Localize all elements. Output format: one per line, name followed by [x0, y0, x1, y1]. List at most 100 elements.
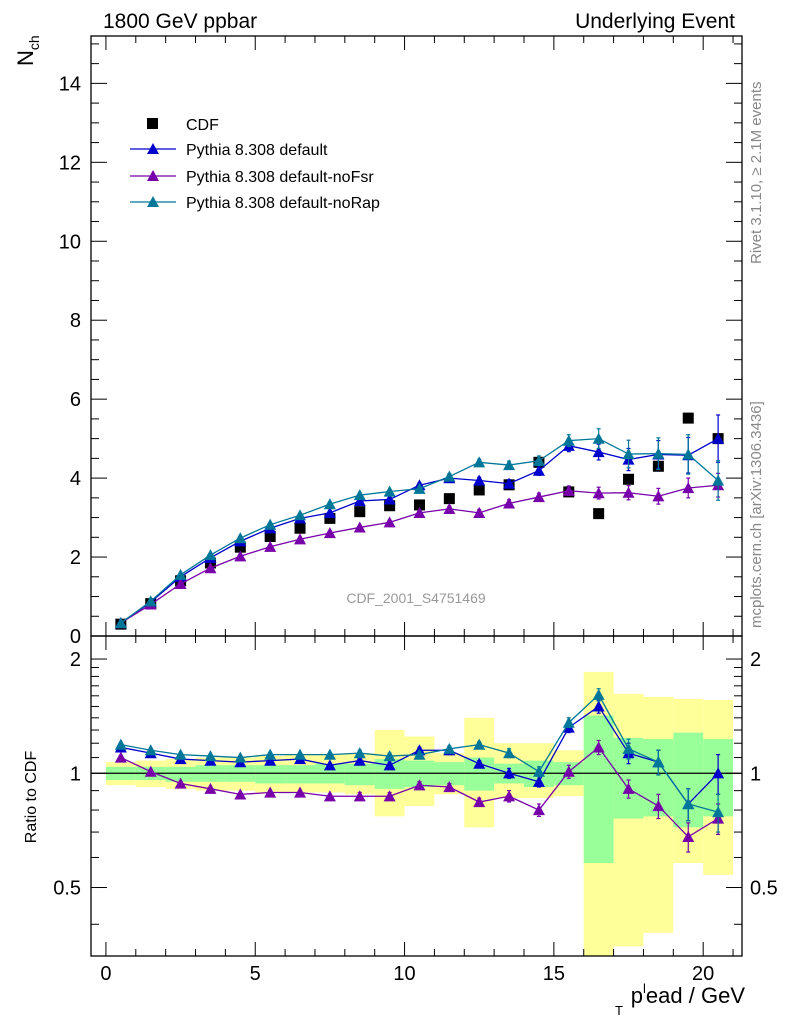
point-nofsr [652, 490, 665, 502]
point-norap [413, 748, 426, 760]
y-axis-label-main-symbol: N [13, 50, 38, 66]
point-nofsr [562, 765, 575, 777]
y-tick-label-main: 0 [70, 626, 81, 648]
point-nofsr [323, 526, 336, 539]
point-norap [234, 532, 247, 544]
point-default [473, 757, 486, 769]
point-default [532, 775, 545, 787]
y-tick-label-main: 8 [70, 310, 81, 332]
point-nofsr [413, 506, 426, 518]
x-axis-label: plead / GeV [631, 981, 746, 1008]
point-default [592, 700, 605, 712]
legend-label-norap: Pythia 8.308 default-noRap [186, 195, 380, 212]
y-tick-label-main: 4 [70, 468, 81, 490]
x-axis-label-p: p [631, 983, 643, 1008]
y-tick-label-ratio-left: 2 [70, 649, 81, 671]
legend-label-default: Pythia 8.308 default [186, 142, 328, 159]
point-cdf [623, 473, 635, 485]
legend-label-cdf: CDF [186, 117, 219, 134]
point-default [323, 759, 336, 771]
point-norap [682, 797, 695, 810]
y-tick-label-ratio-right: 0.5 [750, 878, 778, 900]
band-inner [285, 765, 315, 784]
x-tick-label: 5 [250, 963, 261, 985]
point-nofsr [353, 790, 366, 802]
y-tick-label-main: 10 [59, 231, 81, 253]
point-norap [234, 751, 247, 763]
point-norap [712, 806, 725, 818]
point-norap [383, 750, 396, 762]
x-tick-label: 0 [100, 963, 111, 985]
point-nofsr [264, 540, 277, 552]
ratio-panel: 0 5 10 15 20 0.5 0.5 1 1 2 2 [53, 622, 778, 985]
point-norap [174, 748, 187, 760]
legend-marker-cdf [147, 118, 158, 129]
point-norap [473, 738, 486, 750]
y-axis-label-main: Nch [13, 35, 42, 66]
point-nofsr [264, 786, 277, 798]
main-panel: 0 2 4 6 8 10 12 14 [59, 35, 743, 648]
point-norap [503, 459, 516, 471]
side-text-mcplots: mcplots.cern.ch [arXiv:1306.3436] [748, 401, 765, 628]
point-cdf [294, 522, 306, 534]
x-axis-label-rest: ead / GeV [646, 983, 745, 1008]
point-nofsr [622, 782, 635, 794]
point-cdf [443, 493, 455, 505]
legend-marker-norap [147, 196, 159, 207]
point-nofsr [204, 562, 217, 574]
point-cdf [234, 541, 246, 553]
side-text-rivet: Rivet 3.1.10, ≥ 2.1M events [748, 82, 765, 265]
point-norap [592, 432, 605, 444]
point-norap [562, 434, 575, 446]
point-nofsr [443, 502, 456, 514]
point-nofsr [294, 786, 307, 798]
legend-entry-nofsr: Pythia 8.308 default-noFsr [130, 169, 374, 186]
point-nofsr [503, 497, 516, 509]
x-axis-label-subscript: T [615, 1003, 623, 1018]
band-inner [255, 765, 286, 784]
point-nofsr [383, 790, 396, 802]
y-tick-label-ratio-right: 2 [750, 649, 761, 671]
point-norap [144, 744, 157, 756]
ratio-plot-area [91, 671, 742, 956]
point-norap [652, 447, 665, 459]
band-inner [583, 715, 614, 864]
point-cdf [324, 512, 336, 524]
point-nofsr [503, 790, 516, 802]
point-default [383, 759, 396, 771]
legend-entry-default: Pythia 8.308 default [130, 142, 328, 159]
point-norap [532, 765, 545, 777]
point-nofsr [144, 765, 157, 777]
point-norap [114, 616, 127, 629]
y-tick-label-main: 6 [70, 389, 81, 411]
point-default [592, 446, 605, 458]
point-nofsr [234, 550, 247, 562]
legend-marker-nofsr [147, 170, 159, 181]
point-default [383, 493, 396, 505]
point-default [353, 754, 366, 766]
y-tick-label-main: 2 [70, 547, 81, 569]
band-outer [613, 693, 644, 947]
point-default [712, 767, 725, 779]
point-norap [353, 489, 366, 501]
point-nofsr [413, 779, 426, 791]
legend: CDF Pythia 8.308 default Pythia 8.308 de… [130, 117, 380, 212]
point-nofsr [562, 484, 575, 496]
point-cdf [264, 531, 276, 543]
point-nofsr [234, 788, 247, 800]
point-norap [622, 742, 635, 754]
point-norap [174, 568, 187, 580]
point-nofsr [443, 781, 456, 793]
y-tick-label-main: 12 [59, 152, 81, 174]
point-nofsr [174, 777, 187, 789]
point-norap [114, 738, 127, 750]
point-nofsr [383, 516, 396, 528]
point-cdf [354, 506, 366, 518]
x-tick-label: 20 [692, 963, 714, 985]
point-norap [323, 748, 336, 760]
point-nofsr [532, 491, 545, 503]
point-cdf [682, 412, 694, 424]
y-tick-label-ratio-left: 0.5 [53, 878, 81, 900]
point-default [532, 464, 545, 476]
